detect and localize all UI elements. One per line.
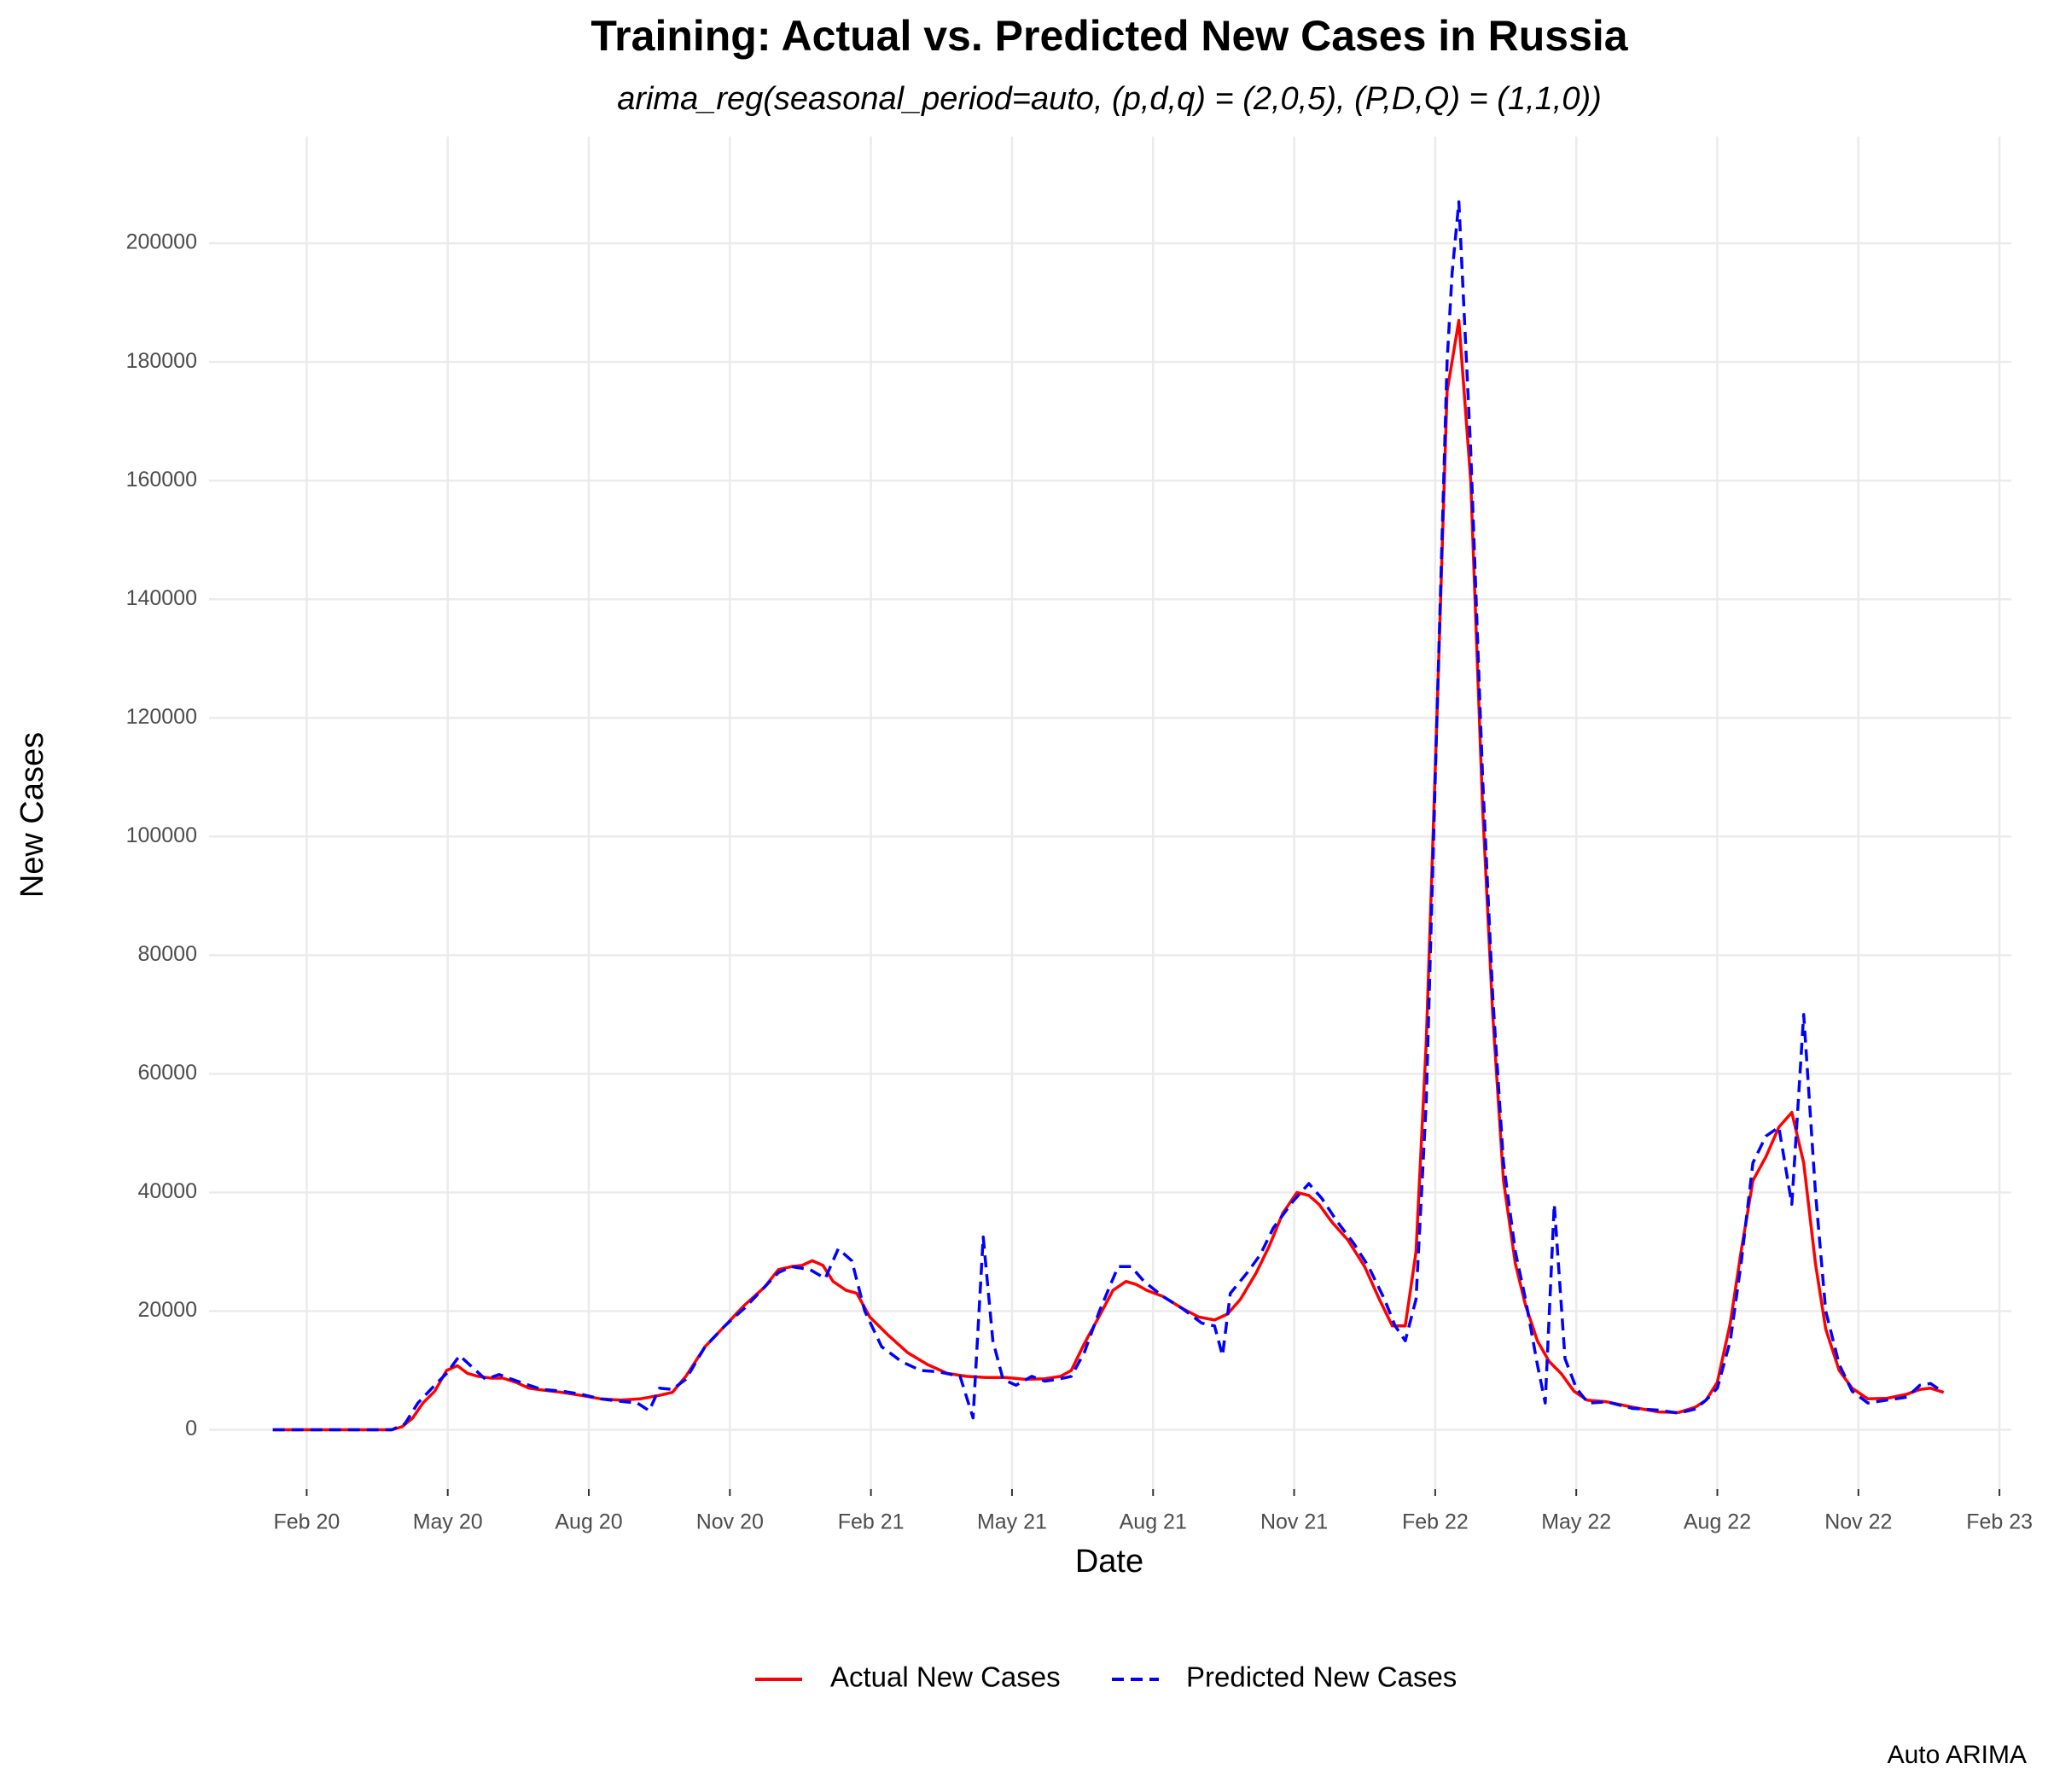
y-tick-label: 200000 [126,230,197,254]
y-tick-label: 140000 [126,586,197,610]
x-tick-label: Nov 20 [696,1510,764,1534]
y-tick-label: 0 [185,1417,197,1440]
legend: Actual New Cases Predicted New Cases [755,1661,1457,1693]
x-tick-label: May 22 [1541,1510,1611,1534]
x-tick-label: Aug 22 [1684,1510,1751,1534]
x-tick-label: May 21 [977,1510,1047,1534]
x-tick-label: Feb 22 [1402,1510,1469,1534]
series-line [272,318,1945,1432]
y-tick-label: 120000 [126,705,197,729]
y-tick-label: 80000 [137,942,197,966]
y-tick-label: 180000 [126,349,197,373]
legend-label: Predicted New Cases [1186,1661,1457,1693]
y-tick-label: 160000 [126,468,197,492]
legend-label: Actual New Cases [830,1661,1061,1693]
chart-title: Training: Actual vs. Predicted New Cases… [591,12,1628,60]
y-tick-label: 20000 [137,1298,197,1322]
caption: Auto ARIMA [1888,1741,2027,1769]
x-tick-label: May 20 [413,1510,483,1534]
series-line [272,200,1945,1432]
x-tick-label: Nov 22 [1824,1510,1892,1534]
x-tick-label: Aug 21 [1120,1510,1187,1534]
y-axis-title: New Cases [15,732,50,898]
x-tick-label: Feb 20 [273,1510,340,1534]
chart-subtitle: arima_reg(seasonal_period=auto, (p,d,q) … [617,81,1602,117]
x-tick-label: Aug 20 [555,1510,622,1534]
x-tick-label: Feb 21 [838,1510,905,1534]
y-tick-label: 40000 [137,1179,197,1203]
x-tick-label: Nov 21 [1260,1510,1328,1534]
y-tick-label: 60000 [137,1061,197,1085]
y-tick-label: 100000 [126,823,197,847]
x-axis-title: Date [1075,1544,1143,1580]
x-tick-label: Feb 23 [1966,1510,2033,1534]
